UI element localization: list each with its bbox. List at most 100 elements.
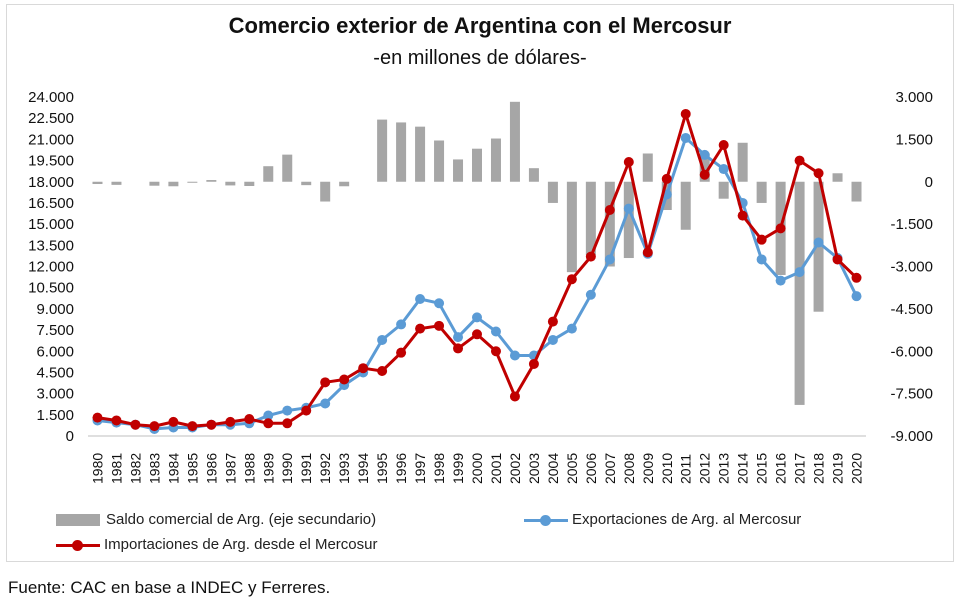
bar-saldo (225, 181, 236, 186)
x-tick-label: 1995 (374, 453, 390, 484)
point-importaciones (187, 421, 198, 432)
point-exportaciones (547, 334, 558, 345)
x-tick-label: 2009 (640, 453, 656, 484)
x-tick-label: 1998 (431, 453, 447, 484)
bar-saldo (206, 180, 217, 182)
point-importaciones (490, 346, 501, 357)
x-tick-label: 1980 (89, 453, 105, 484)
bar-saldo (699, 153, 710, 182)
x-tick-label: 2017 (792, 453, 808, 484)
y-right-tick-label: 1.500 (895, 131, 933, 148)
bar-saldo (680, 181, 691, 230)
legend-swatch-bar (56, 513, 100, 526)
point-exportaciones (604, 254, 615, 265)
x-tick-label: 2013 (716, 453, 732, 484)
y-left-tick-label: 1.500 (36, 407, 74, 424)
point-importaciones (434, 320, 445, 331)
x-tick-label: 2006 (583, 453, 599, 484)
bar-saldo (604, 181, 615, 267)
bar-saldo (377, 119, 388, 182)
y-left-tick-label: 3.000 (36, 386, 74, 403)
y-right-tick-label: -9.000 (890, 428, 933, 445)
x-tick-label: 2010 (659, 453, 675, 484)
point-importaciones (301, 405, 312, 416)
point-importaciones (832, 254, 843, 265)
bar-saldo (718, 181, 729, 199)
y-right-tick-label: 0 (925, 174, 933, 191)
point-exportaciones (396, 319, 407, 330)
legend-item-saldo: Saldo comercial de Arg. (eje secundario) (56, 511, 376, 528)
y-left-tick-label: 15.000 (28, 216, 74, 233)
bar-saldo (832, 173, 843, 182)
x-tick-label: 1994 (355, 453, 371, 484)
x-tick-label: 2002 (507, 453, 523, 484)
point-importaciones (244, 414, 255, 425)
bar-saldo (263, 166, 274, 182)
point-importaciones (851, 272, 862, 283)
bar-saldo (642, 153, 653, 182)
point-importaciones (585, 251, 596, 262)
y-left-tick-label: 9.000 (36, 301, 74, 318)
y-left-tick-label: 18.000 (28, 174, 74, 191)
point-exportaciones (585, 289, 596, 300)
y-left-tick-label: 16.500 (28, 195, 74, 212)
point-importaciones (339, 374, 350, 385)
x-tick-label: 2020 (849, 453, 865, 484)
point-exportaciones (377, 334, 388, 345)
y-left-tick-label: 24.000 (28, 89, 74, 106)
y-right-tick-label: -3.000 (890, 259, 933, 276)
point-importaciones (756, 234, 767, 245)
x-tick-label: 1987 (222, 453, 238, 484)
point-exportaciones (680, 132, 691, 143)
x-tick-label: 1997 (412, 453, 428, 484)
point-exportaciones (453, 332, 464, 343)
point-importaciones (358, 363, 369, 374)
bar-saldo (566, 181, 577, 273)
point-exportaciones (851, 291, 862, 302)
y-left-tick-label: 19.500 (28, 153, 74, 170)
x-tick-label: 2001 (488, 453, 504, 484)
x-tick-label: 2018 (811, 453, 827, 484)
point-importaciones (320, 377, 331, 388)
bar-saldo (794, 181, 805, 405)
point-importaciones (718, 140, 729, 151)
source-note: Fuente: CAC en base a INDEC y Ferreres. (8, 578, 331, 597)
x-tick-label: 1984 (165, 453, 181, 484)
point-importaciones (263, 418, 274, 429)
x-tick-label: 2004 (545, 453, 561, 484)
point-exportaciones (794, 267, 805, 278)
point-importaciones (396, 347, 407, 358)
point-importaciones (472, 329, 482, 340)
point-exportaciones (718, 164, 729, 175)
point-exportaciones (415, 293, 426, 304)
y-right-tick-label: -4.500 (890, 301, 933, 318)
x-tick-label: 2003 (526, 453, 542, 484)
point-importaciones (680, 108, 691, 119)
point-exportaciones (282, 405, 293, 416)
x-tick-label: 1981 (108, 453, 124, 484)
bar-saldo (509, 101, 520, 182)
y-left-tick-label: 22.500 (28, 110, 74, 127)
point-exportaciones (490, 326, 501, 337)
bar-saldo (149, 181, 160, 186)
point-importaciones (775, 223, 786, 234)
point-importaciones (225, 416, 236, 427)
point-importaciones (813, 168, 824, 179)
point-exportaciones (699, 149, 710, 160)
x-tick-label: 2014 (735, 453, 751, 484)
y-left-tick-label: 0 (66, 428, 74, 445)
point-importaciones (453, 343, 464, 354)
point-exportaciones (775, 275, 786, 286)
x-tick-label: 2016 (773, 453, 789, 484)
bar-saldo (528, 168, 539, 182)
bar-saldo (623, 181, 634, 259)
y-right-tick-label: -6.000 (890, 343, 933, 360)
point-importaciones (168, 416, 179, 427)
bar-saldo (737, 142, 748, 182)
point-importaciones (111, 415, 122, 426)
chart-subtitle: -en millones de dólares- (373, 47, 587, 69)
x-tick-label: 2000 (469, 453, 485, 484)
bar-saldo (453, 159, 464, 182)
x-tick-label: 1986 (203, 453, 219, 484)
x-tick-label: 2005 (564, 453, 580, 484)
